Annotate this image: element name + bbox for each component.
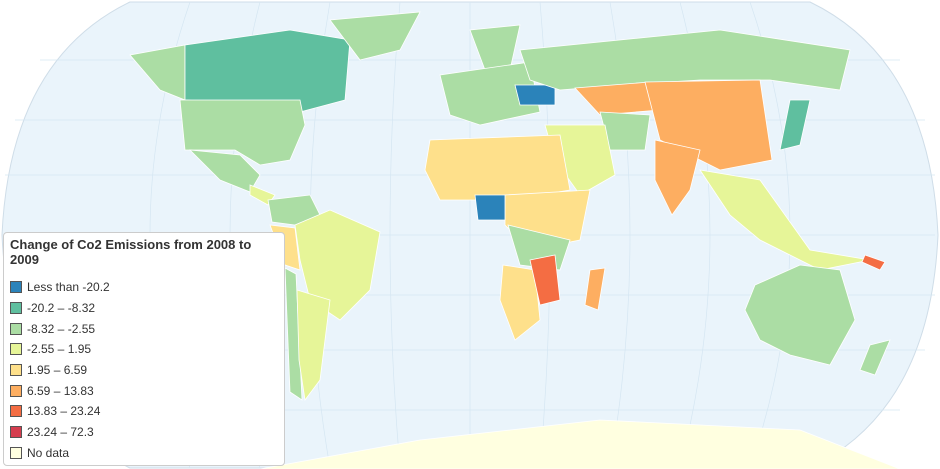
legend-label: Less than -20.2 xyxy=(27,280,110,295)
legend-item: No data xyxy=(10,443,278,464)
legend-item: 1.95 – 6.59 xyxy=(10,360,278,381)
legend-swatch xyxy=(10,364,22,377)
legend-items: Less than -20.2 -20.2 – -8.32 -8.32 – -2.5… xyxy=(10,277,278,463)
india xyxy=(654,139,701,216)
legend-label: 13.83 – 23.24 xyxy=(27,404,101,419)
legend-swatch xyxy=(10,384,22,397)
madagascar xyxy=(584,267,606,311)
australia xyxy=(744,264,856,366)
legend-swatch xyxy=(10,302,22,315)
southeast-asia xyxy=(699,169,871,271)
new-zealand xyxy=(859,339,891,376)
mexico xyxy=(188,149,261,193)
legend-label: 23.24 – 72.3 xyxy=(27,425,94,440)
legend-swatch xyxy=(10,446,22,459)
legend-item: -8.32 – -2.55 xyxy=(10,318,278,339)
southern-africa xyxy=(499,264,541,341)
antarctica xyxy=(259,419,901,469)
legend-label: 1.95 – 6.59 xyxy=(27,363,88,378)
russia xyxy=(519,29,851,91)
ukraine xyxy=(514,84,556,106)
chile xyxy=(284,267,303,401)
legend-item: Less than -20.2 xyxy=(10,277,278,298)
legend: Change of Co2 Emissions from 2008 to 200… xyxy=(3,232,285,466)
legend-swatch xyxy=(10,405,22,418)
legend-swatch xyxy=(10,426,22,439)
legend-item: 13.83 – 23.24 xyxy=(10,401,278,422)
legend-label: No data xyxy=(27,445,70,460)
legend-label: -8.32 – -2.55 xyxy=(27,321,96,336)
legend-label: -20.2 – -8.32 xyxy=(27,301,96,316)
europe xyxy=(439,61,541,126)
north-africa xyxy=(424,134,571,201)
legend-item: 23.24 – 72.3 xyxy=(10,422,278,443)
zambia-zimbabwe xyxy=(529,254,561,306)
legend-item: 6.59 – 13.83 xyxy=(10,380,278,401)
nigeria xyxy=(474,194,506,221)
japan xyxy=(779,99,811,151)
legend-swatch xyxy=(10,343,22,356)
legend-title: Change of Co2 Emissions from 2008 to 200… xyxy=(10,237,252,267)
legend-label: -2.55 – 1.95 xyxy=(27,342,92,357)
legend-item: -20.2 – -8.32 xyxy=(10,298,278,319)
legend-swatch xyxy=(10,322,22,335)
brazil xyxy=(294,209,381,321)
greenland xyxy=(329,11,421,61)
legend-item: -2.55 – 1.95 xyxy=(10,339,278,360)
regions xyxy=(129,11,901,469)
legend-label: 6.59 – 13.83 xyxy=(27,383,94,398)
pacific-islands xyxy=(861,254,886,271)
legend-swatch xyxy=(10,281,22,294)
argentina xyxy=(296,289,331,402)
